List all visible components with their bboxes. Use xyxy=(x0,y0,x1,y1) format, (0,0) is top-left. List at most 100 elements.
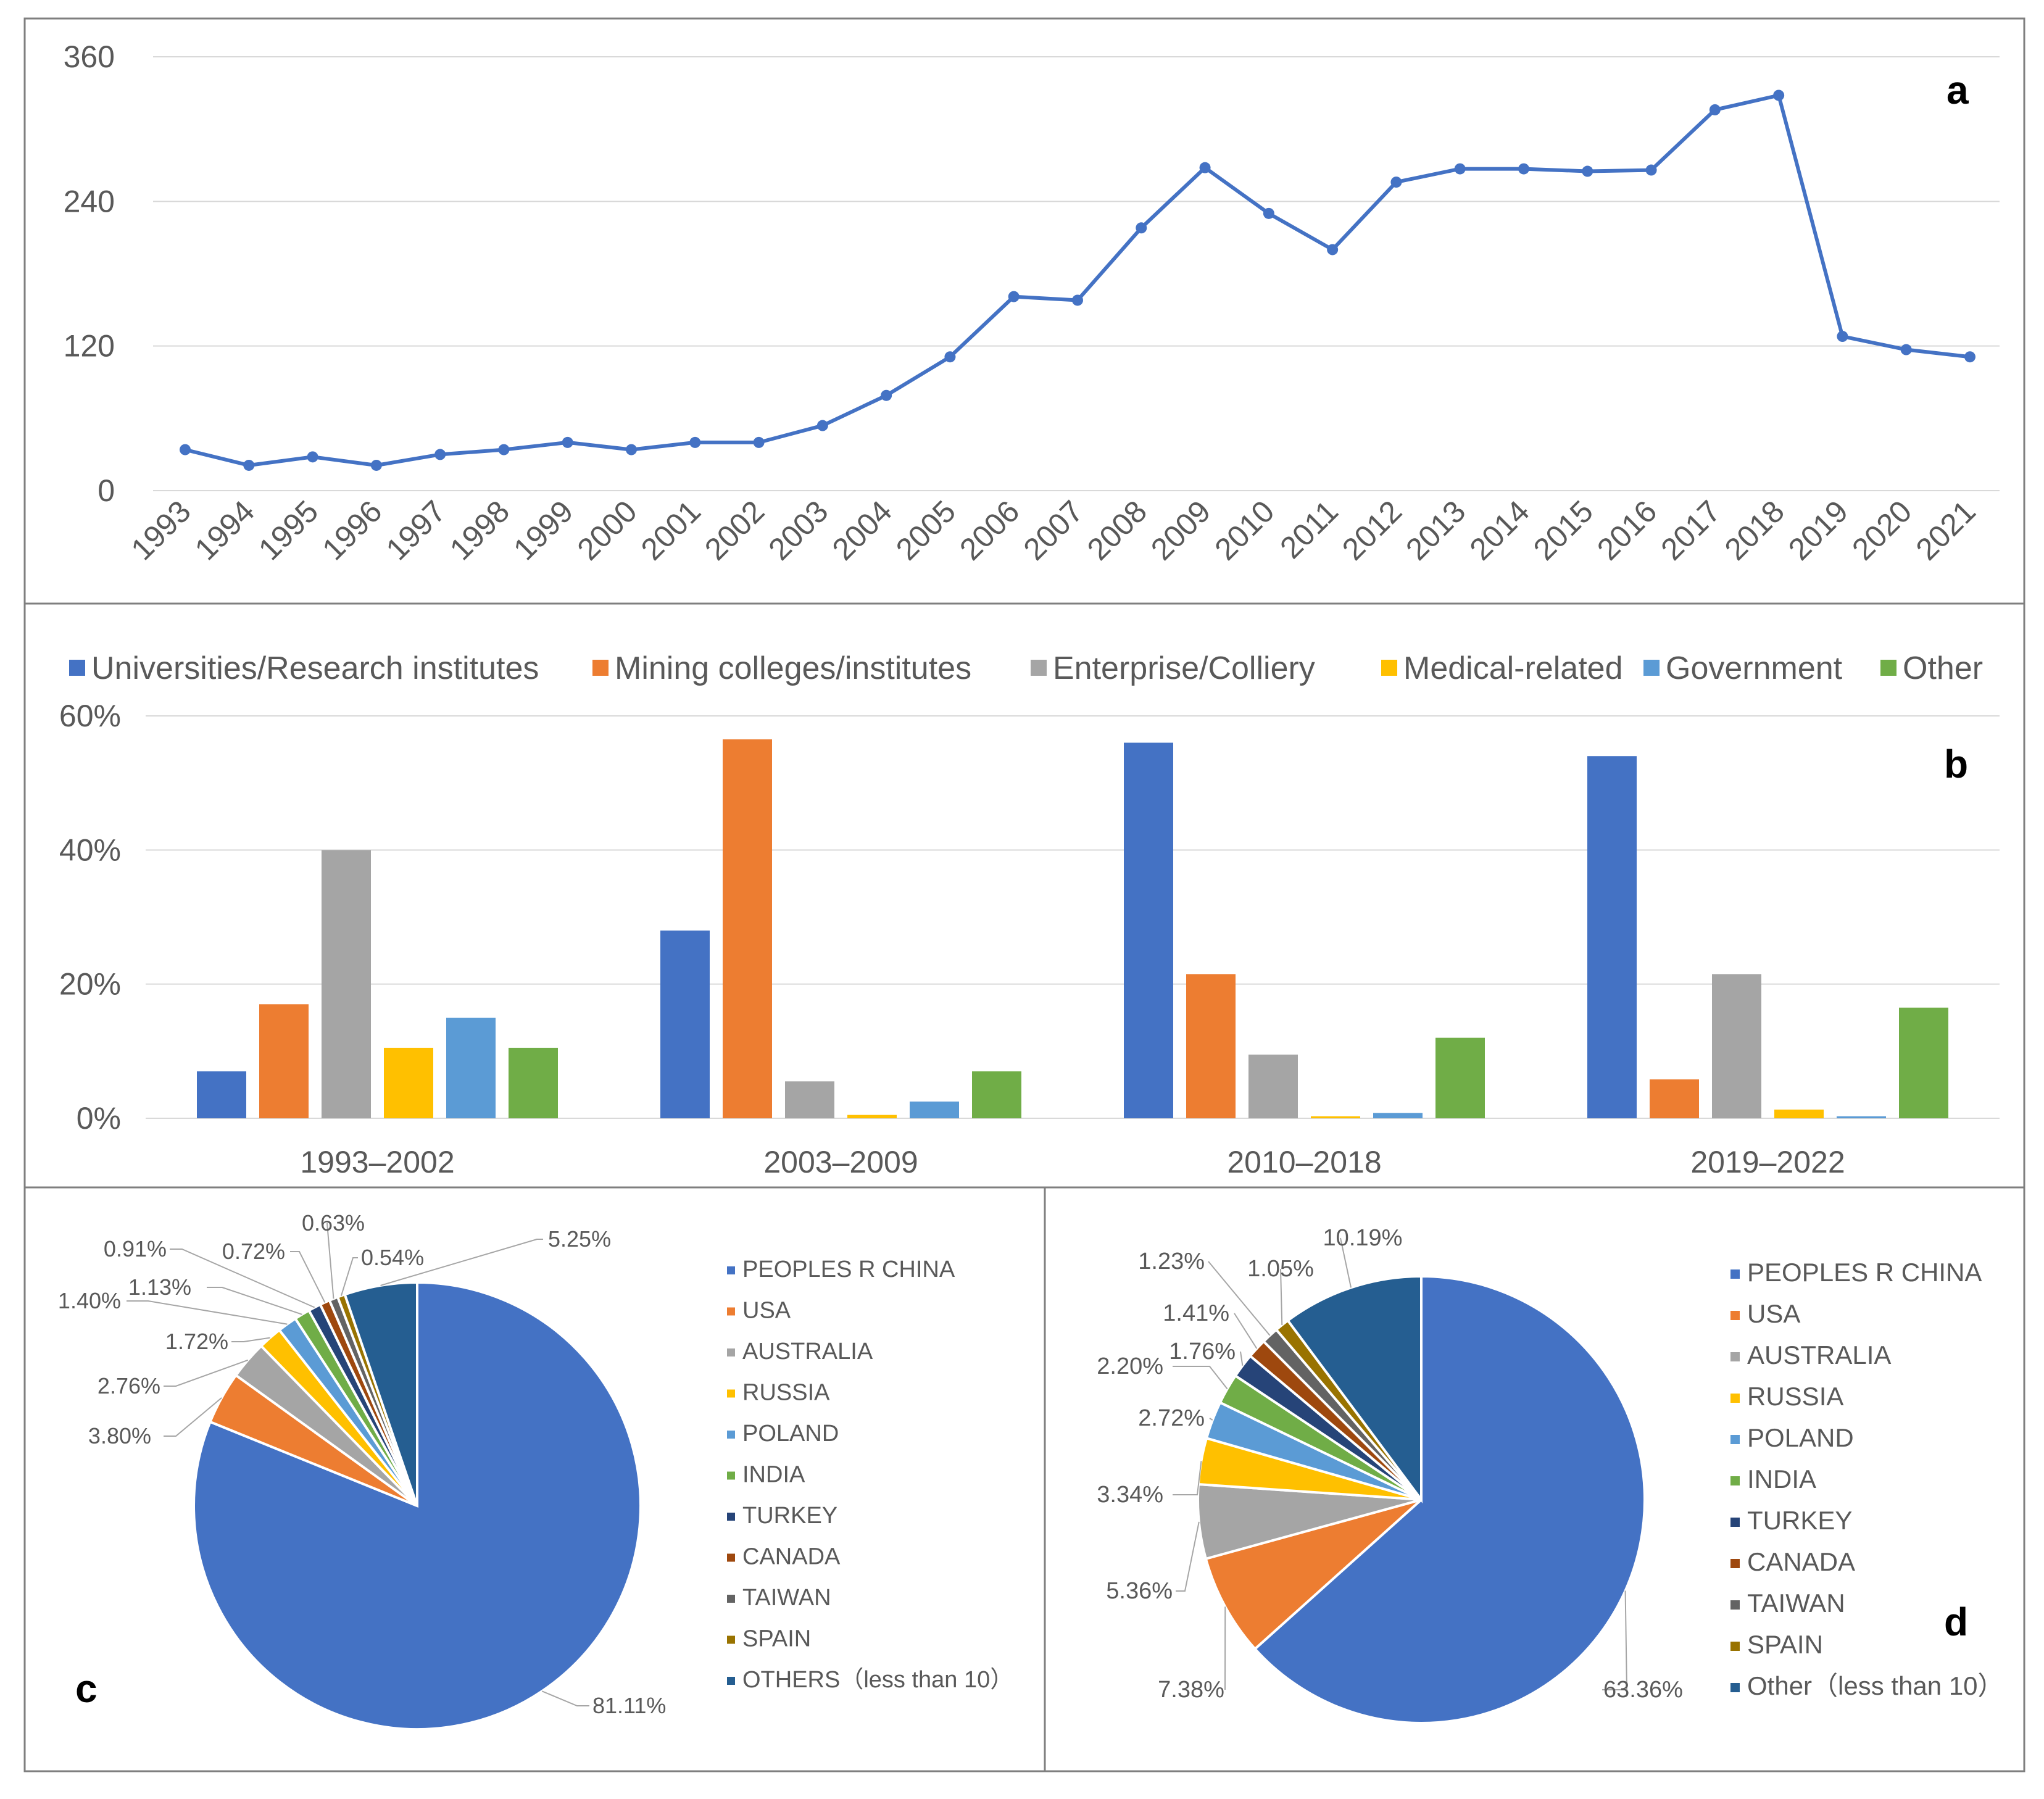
bar xyxy=(910,1101,959,1118)
legend-swatch xyxy=(727,1677,735,1685)
slice-value-label: 81.11% xyxy=(592,1693,666,1718)
legend-label: USA xyxy=(1747,1299,1800,1328)
legend-label: TAIWAN xyxy=(1747,1589,1845,1618)
panel-letter-d: d xyxy=(1944,1600,1968,1644)
slice-value-label: 5.25% xyxy=(548,1226,611,1252)
legend-label: CANADA xyxy=(742,1544,841,1570)
bar xyxy=(1373,1113,1423,1118)
legend-swatch xyxy=(1730,1518,1740,1527)
legend-label: AUSTRALIA xyxy=(1747,1340,1891,1369)
slice-value-label: 1.41% xyxy=(1163,1300,1229,1326)
data-point xyxy=(881,389,892,401)
data-point xyxy=(180,444,191,455)
data-point xyxy=(1136,222,1147,234)
data-point xyxy=(307,451,318,463)
slice-value-label: 3.80% xyxy=(88,1423,151,1448)
slice-value-label: 3.34% xyxy=(1097,1482,1163,1508)
legend-swatch xyxy=(1730,1683,1740,1692)
leader-line xyxy=(1340,1237,1352,1288)
data-point xyxy=(1709,104,1721,115)
legend-swatch xyxy=(727,1471,735,1480)
bar xyxy=(847,1115,897,1118)
slice-value-label: 2.76% xyxy=(98,1373,160,1398)
bar xyxy=(785,1081,834,1118)
leader-line xyxy=(1173,1366,1228,1390)
legend-label: TAIWAN xyxy=(742,1585,831,1611)
legend-label: AUSTRALIA xyxy=(742,1339,873,1365)
legend-label: PEOPLES R CHINA xyxy=(1747,1258,1982,1287)
data-point xyxy=(689,436,701,448)
bar xyxy=(446,1018,496,1118)
panel-b-bar-chart: 0% 20% 40% 60% 1993–2002 2003–2009 2010–2018 20… xyxy=(59,650,2000,1179)
legend-label-b: Medical-related xyxy=(1403,650,1623,686)
slice-value-label: 0.63% xyxy=(302,1210,365,1236)
bar xyxy=(1712,974,1761,1118)
bar xyxy=(1124,742,1173,1118)
bar xyxy=(259,1004,309,1118)
bar xyxy=(972,1071,1021,1118)
data-point xyxy=(1518,163,1529,175)
data-point xyxy=(1454,163,1466,175)
bar xyxy=(1774,1109,1824,1118)
data-point xyxy=(1390,177,1402,188)
legend-swatch xyxy=(1730,1435,1740,1444)
bar xyxy=(723,739,772,1118)
data-point xyxy=(1008,291,1020,302)
legend-label: TURKEY xyxy=(742,1503,837,1529)
legend-label: SPAIN xyxy=(1747,1630,1823,1659)
slice-value-label: 2.20% xyxy=(1097,1353,1163,1379)
data-point xyxy=(243,459,255,471)
data-point xyxy=(1900,344,1912,355)
data-point xyxy=(816,420,828,431)
bar xyxy=(1899,1007,1948,1118)
bar xyxy=(1837,1116,1886,1118)
legend-swatch-b xyxy=(1381,660,1397,676)
bar xyxy=(1650,1079,1699,1118)
y-tick-label-b: 0% xyxy=(77,1101,121,1136)
legend-swatch xyxy=(1730,1476,1740,1485)
leader-line xyxy=(1280,1268,1283,1326)
data-point xyxy=(434,449,446,460)
pie-slice xyxy=(1204,1498,1423,1651)
slice-value-label: 5.36% xyxy=(1106,1578,1173,1604)
y-tick-label-b: 20% xyxy=(59,967,121,1002)
slice-value-label: 10.19% xyxy=(1323,1225,1403,1251)
leader-line xyxy=(340,1257,358,1296)
pie-slice xyxy=(1286,1274,1423,1504)
legend-swatch xyxy=(727,1553,735,1562)
data-point xyxy=(1327,244,1339,256)
legend-label: Other（less than 10） xyxy=(1747,1671,2004,1700)
x-category-label-b: 2010–2018 xyxy=(1227,1145,1381,1179)
slice-value-label: 0.54% xyxy=(361,1245,424,1270)
slice-value-label: 0.91% xyxy=(104,1236,167,1261)
leader-line xyxy=(127,1300,288,1325)
data-point xyxy=(1263,207,1274,219)
legend-label-b: Government xyxy=(1666,650,1843,686)
y-tick-label-a: 360 xyxy=(64,39,115,74)
y-tick-label-a: 120 xyxy=(64,329,115,364)
legend-swatch xyxy=(727,1595,735,1603)
panel-d-frame xyxy=(1044,1186,2025,1772)
bar xyxy=(660,930,710,1118)
legend-swatch xyxy=(1730,1269,1740,1279)
bar xyxy=(509,1047,558,1118)
pie-slice xyxy=(1253,1274,1647,1724)
data-point xyxy=(753,436,765,448)
legend-label-b: Other xyxy=(1903,650,1983,686)
legend-label: OTHERS（less than 10） xyxy=(742,1667,1013,1693)
legend-swatch-b xyxy=(1643,660,1660,676)
bar xyxy=(197,1071,246,1118)
x-category-label-b: 2003–2009 xyxy=(763,1145,918,1179)
y-tick-label-a: 0 xyxy=(98,473,115,508)
legend-swatch xyxy=(727,1307,735,1316)
legend-label: CANADA xyxy=(1747,1547,1855,1576)
legend-label: SPAIN xyxy=(742,1626,811,1652)
panel-letter-b: b xyxy=(1944,742,1968,786)
legend-label: PEOPLES R CHINA xyxy=(742,1257,955,1282)
legend-label: POLAND xyxy=(1747,1423,1854,1452)
y-tick-label-a: 240 xyxy=(64,184,115,218)
leader-line xyxy=(1234,1313,1258,1349)
x-category-label-b: 1993–2002 xyxy=(300,1145,454,1179)
leader-line xyxy=(207,1287,302,1315)
slice-value-label: 7.38% xyxy=(1158,1677,1224,1703)
